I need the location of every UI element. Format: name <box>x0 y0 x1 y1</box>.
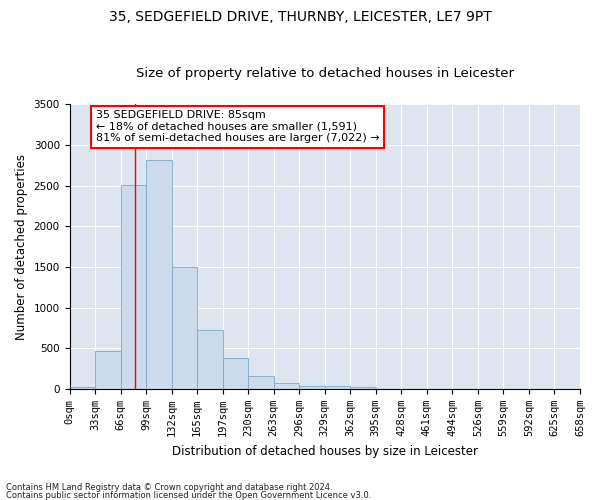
Bar <box>172 267 197 389</box>
Text: Contains HM Land Registry data © Crown copyright and database right 2024.: Contains HM Land Registry data © Crown c… <box>6 484 332 492</box>
X-axis label: Distribution of detached houses by size in Leicester: Distribution of detached houses by size … <box>172 444 478 458</box>
Bar <box>299 386 325 389</box>
Bar <box>223 358 248 389</box>
Bar <box>95 350 121 389</box>
Bar <box>197 330 223 389</box>
Bar <box>325 386 350 389</box>
Text: 35 SEDGEFIELD DRIVE: 85sqm
← 18% of detached houses are smaller (1,591)
81% of s: 35 SEDGEFIELD DRIVE: 85sqm ← 18% of deta… <box>96 110 379 143</box>
Y-axis label: Number of detached properties: Number of detached properties <box>15 154 28 340</box>
Title: Size of property relative to detached houses in Leicester: Size of property relative to detached ho… <box>136 66 514 80</box>
Text: 35, SEDGEFIELD DRIVE, THURNBY, LEICESTER, LE7 9PT: 35, SEDGEFIELD DRIVE, THURNBY, LEICESTER… <box>109 10 491 24</box>
Bar <box>146 160 172 389</box>
Bar <box>350 386 376 389</box>
Text: Contains public sector information licensed under the Open Government Licence v3: Contains public sector information licen… <box>6 490 371 500</box>
Bar <box>70 388 95 389</box>
Bar <box>248 376 274 389</box>
Bar <box>274 384 299 389</box>
Bar <box>121 185 146 389</box>
